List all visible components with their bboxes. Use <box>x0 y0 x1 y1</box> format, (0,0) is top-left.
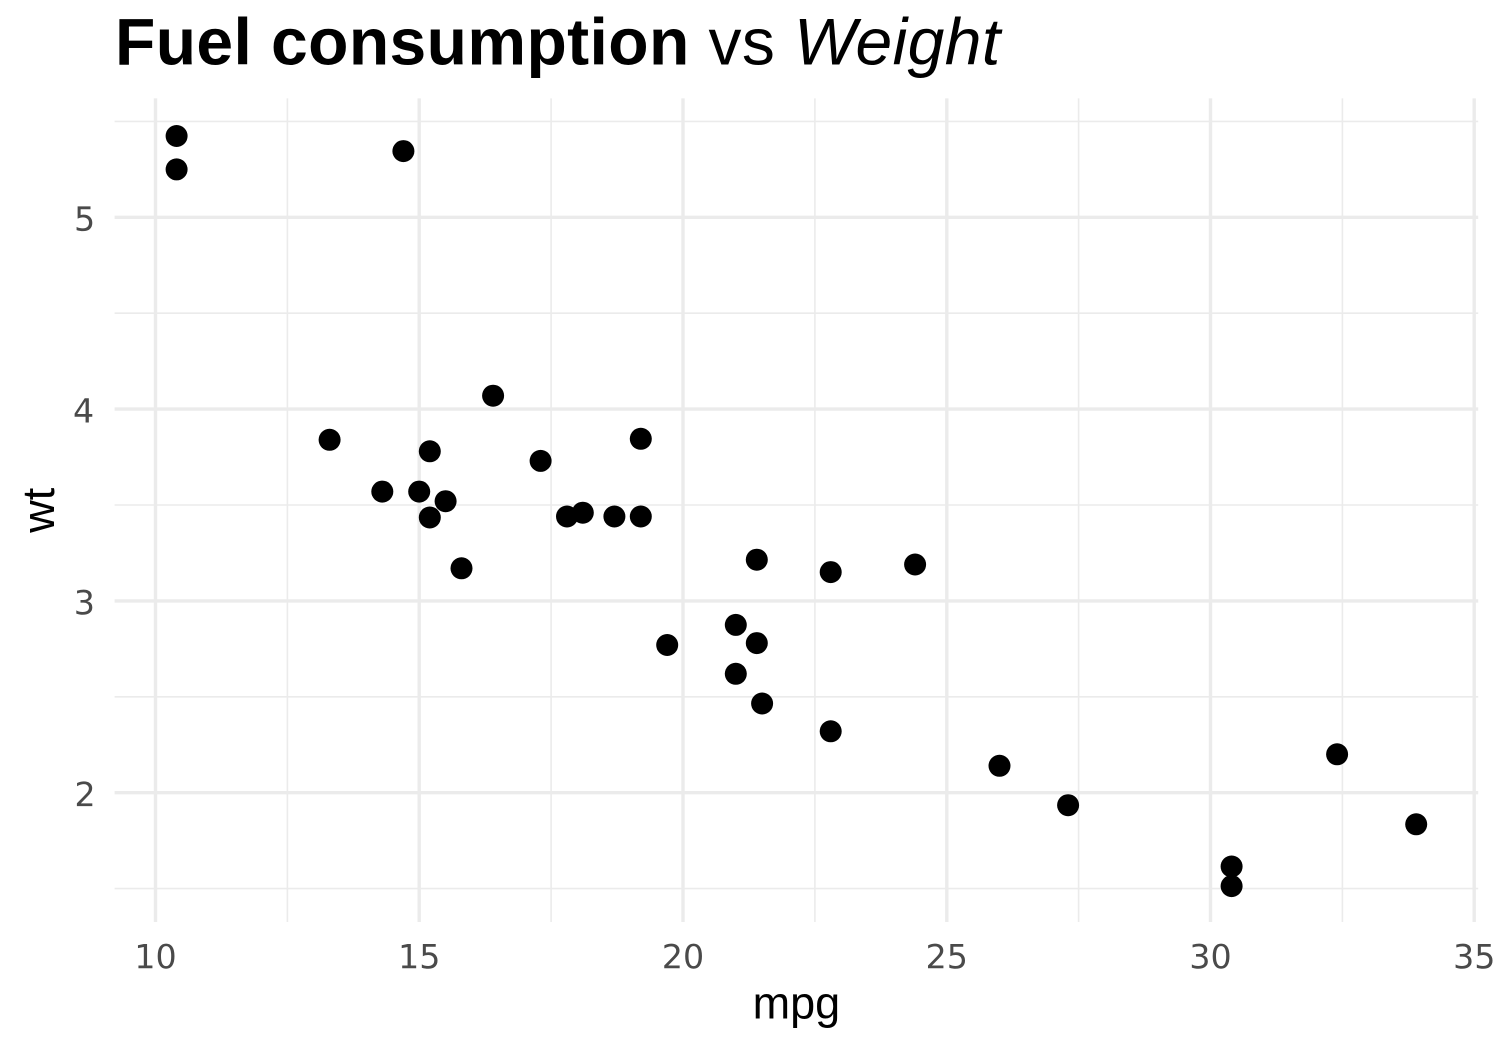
svg-text:Fuel consumption vs Weight: Fuel consumption vs Weight <box>115 4 1003 78</box>
svg-text:mpg: mpg <box>753 977 841 1028</box>
svg-text:wt: wt <box>13 487 64 533</box>
